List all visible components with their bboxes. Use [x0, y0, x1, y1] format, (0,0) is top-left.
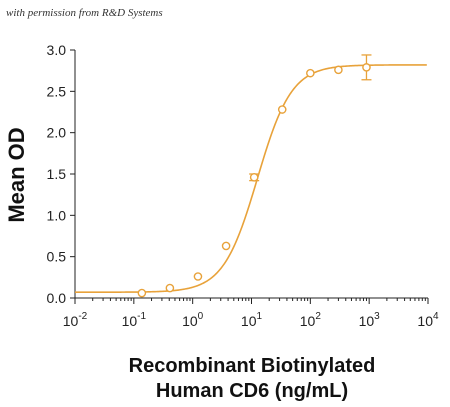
data-point [193, 272, 203, 281]
x-tick-label: 102 [300, 311, 322, 329]
x-tick-label: 103 [359, 311, 381, 329]
y-tick-label: 2.0 [47, 125, 67, 141]
y-tick-label: 0.5 [47, 249, 67, 265]
data-point [137, 288, 147, 298]
y-tick-label: 1.0 [47, 207, 67, 223]
x-tick-label: 104 [417, 311, 439, 329]
data-point [334, 65, 343, 75]
data-point [165, 283, 175, 293]
x-tick-label: 10-2 [63, 311, 88, 329]
data-point [221, 241, 231, 251]
data-point [277, 105, 287, 114]
y-tick-label: 3.0 [47, 42, 67, 58]
x-tick-label: 100 [182, 311, 204, 329]
data-point [306, 68, 315, 78]
data-points [137, 54, 372, 298]
data-point [249, 173, 259, 182]
y-tick-label: 0.0 [47, 290, 67, 306]
x-axis-label-line-2: Human CD6 (ng/mL) [156, 380, 348, 402]
y-tick-label: 2.5 [47, 83, 67, 99]
watermark-text: with permission from R&D Systems [6, 7, 163, 19]
x-tick-label: 101 [241, 311, 263, 329]
x-tick-label: 10-1 [122, 311, 147, 329]
x-axis-label-line-1: Recombinant Biotinylated [129, 355, 376, 377]
y-axis-label: Mean OD [4, 127, 29, 222]
y-tick-label: 1.5 [47, 166, 67, 182]
data-point [362, 63, 371, 72]
axes: 0.0 0.5 1.0 1.5 2.0 2.5 3.0 10-2 10-1 100 101 102 10… [47, 42, 439, 329]
